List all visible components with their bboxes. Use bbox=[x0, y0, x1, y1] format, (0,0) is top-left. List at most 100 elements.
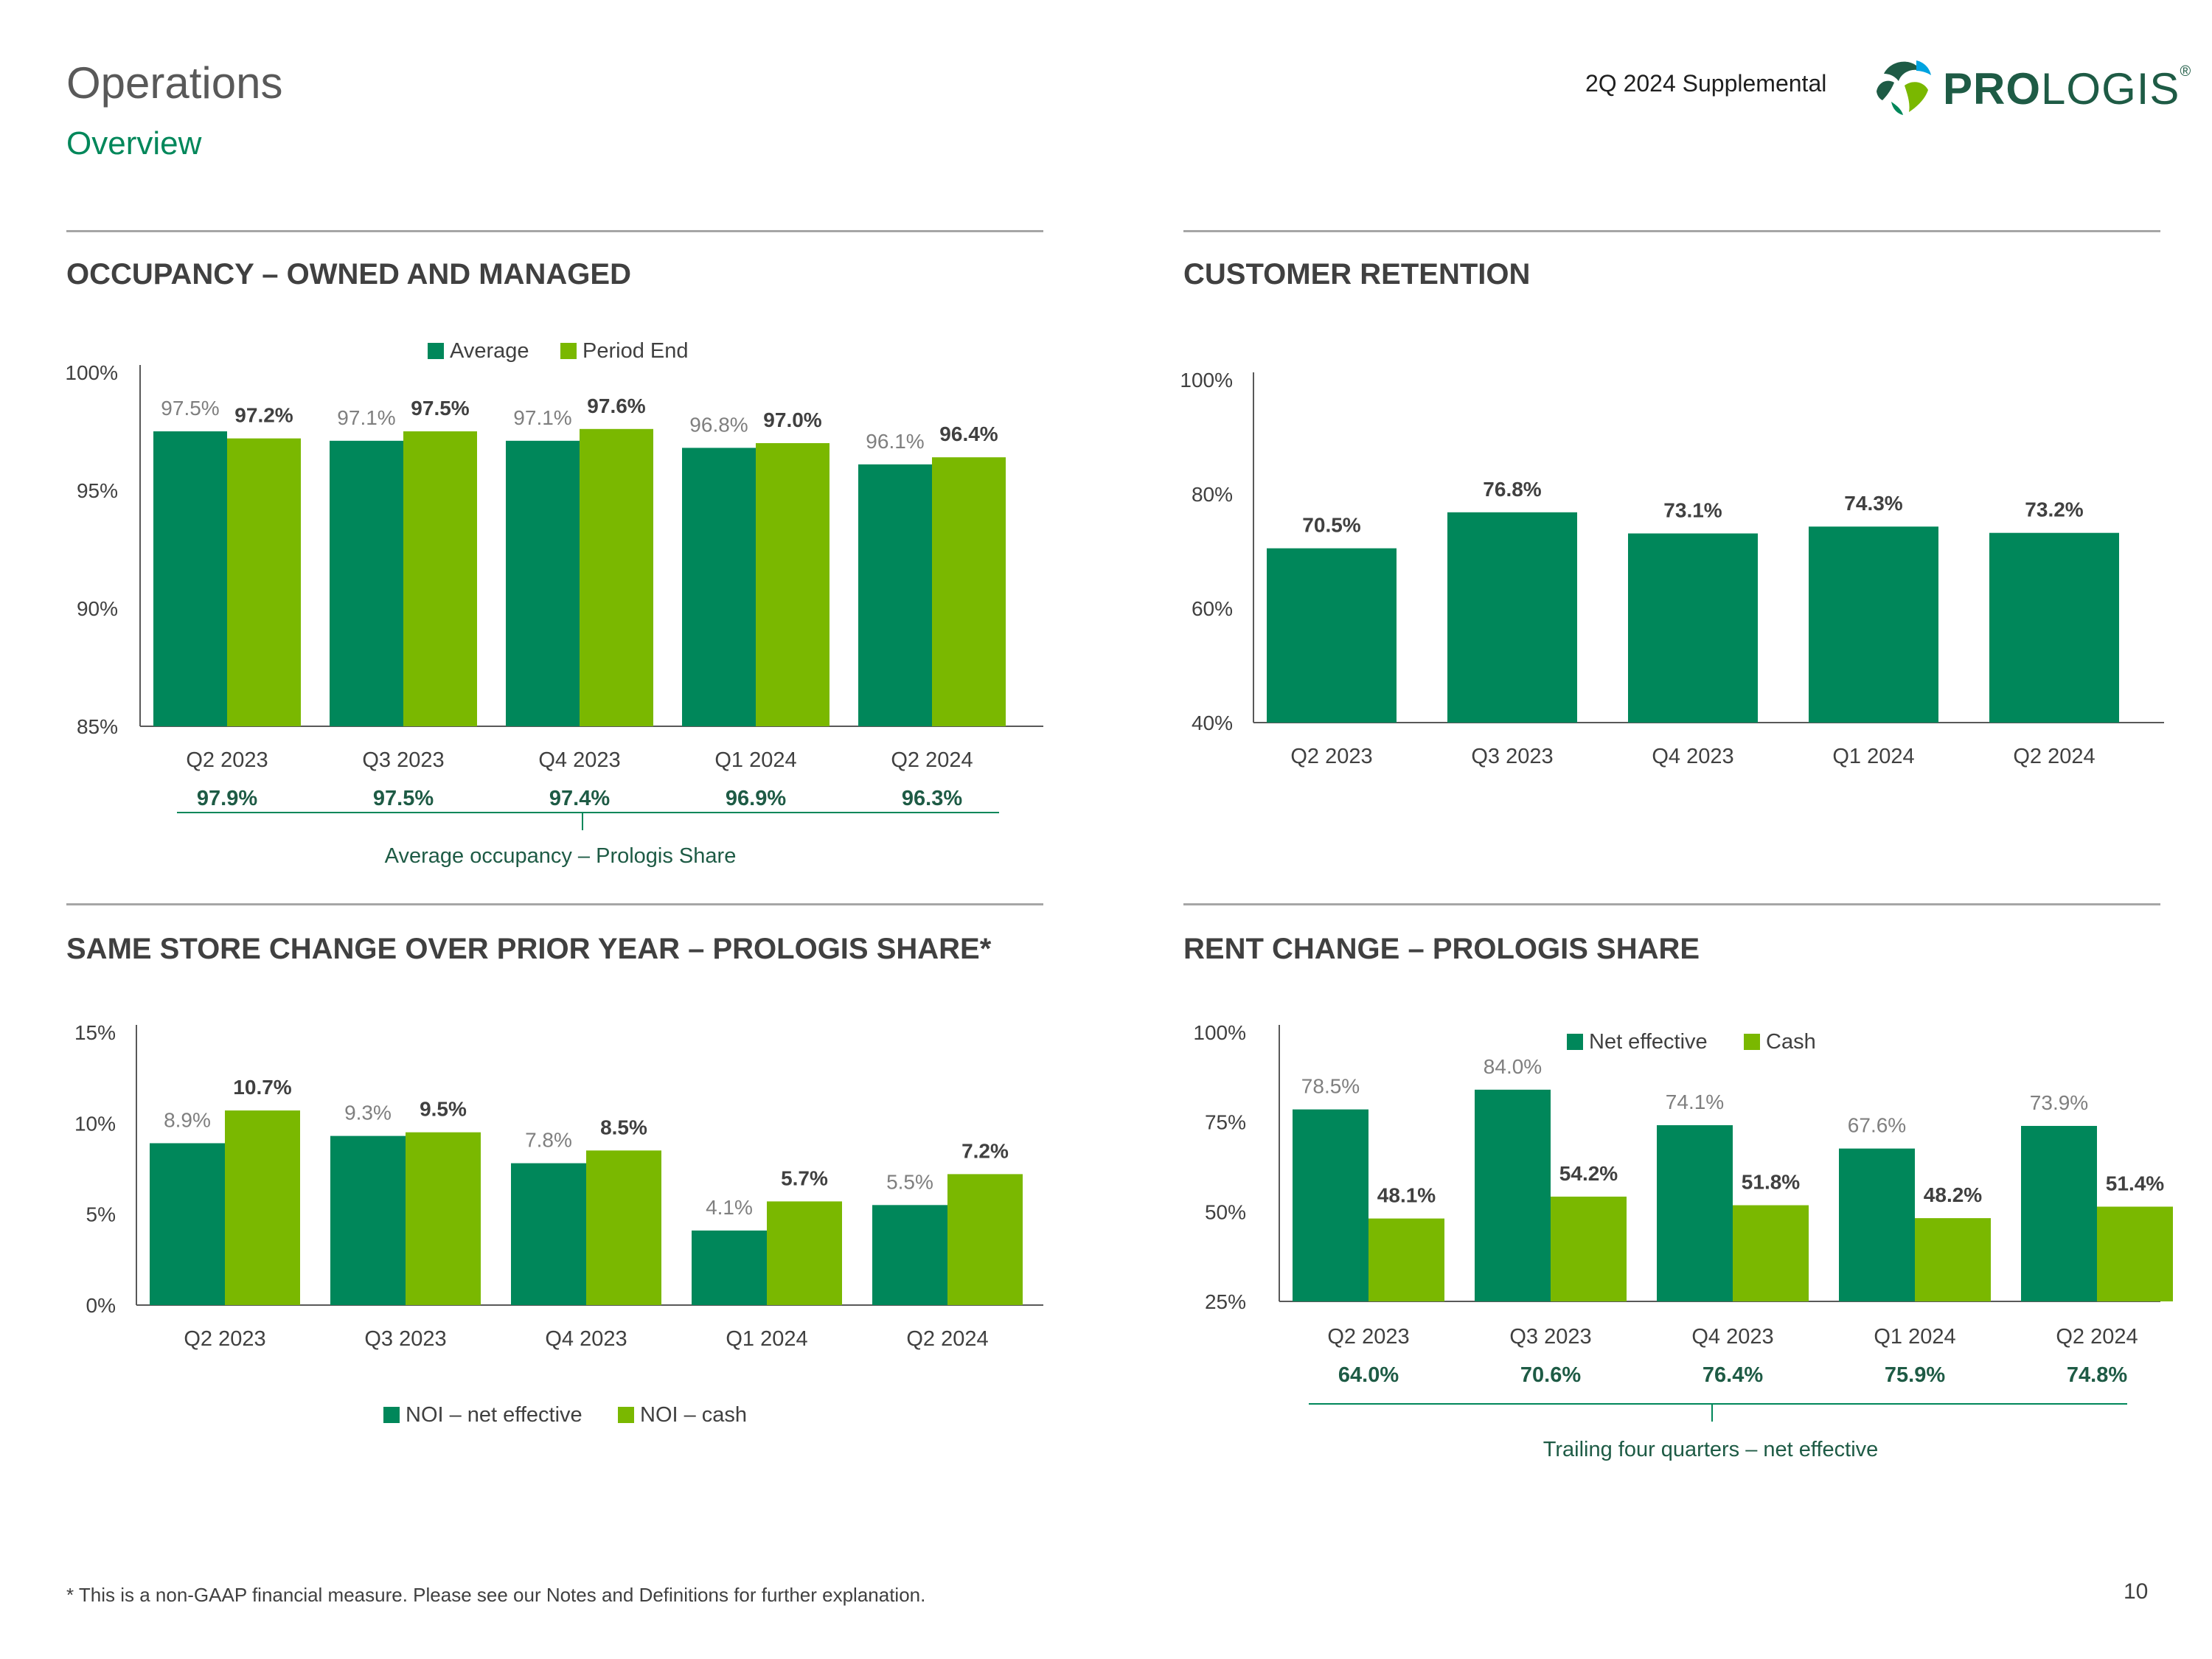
bar bbox=[1809, 526, 1938, 723]
share-value: 97.9% bbox=[197, 787, 257, 810]
y-tick-label: 5% bbox=[86, 1203, 116, 1226]
data-label: 73.1% bbox=[1663, 498, 1722, 521]
data-label: 9.3% bbox=[344, 1102, 392, 1124]
data-label: 5.5% bbox=[886, 1170, 933, 1193]
share-value: 64.0% bbox=[1338, 1363, 1399, 1387]
data-label: 67.6% bbox=[1848, 1114, 1906, 1137]
share-value: 70.6% bbox=[1520, 1363, 1581, 1387]
share-value: 97.5% bbox=[373, 787, 434, 810]
data-label: 97.5% bbox=[411, 397, 469, 420]
legend-swatch bbox=[383, 1407, 400, 1423]
share-value: 76.4% bbox=[1703, 1363, 1763, 1387]
bar bbox=[767, 1201, 842, 1305]
data-label: 74.3% bbox=[1844, 492, 1902, 515]
bar bbox=[872, 1205, 947, 1305]
data-label: 97.1% bbox=[513, 406, 571, 429]
bar bbox=[153, 431, 227, 726]
legend-label: NOI – net effective bbox=[406, 1403, 582, 1427]
bar bbox=[682, 448, 756, 726]
x-tick-label: Q3 2023 bbox=[1471, 745, 1553, 768]
y-tick-label: 75% bbox=[1205, 1111, 1246, 1134]
x-tick-label: Q3 2023 bbox=[362, 748, 444, 772]
x-tick-label: Q4 2023 bbox=[538, 748, 620, 772]
bar bbox=[403, 431, 477, 726]
bar bbox=[506, 441, 580, 726]
bar bbox=[1628, 533, 1758, 723]
x-tick-label: Q1 2024 bbox=[714, 748, 796, 772]
y-tick-label: 80% bbox=[1192, 483, 1233, 506]
y-tick-label: 0% bbox=[86, 1294, 116, 1317]
bar bbox=[692, 1231, 767, 1305]
data-label: 8.9% bbox=[164, 1108, 211, 1131]
share-value: 75.9% bbox=[1885, 1363, 1945, 1387]
bar bbox=[756, 443, 830, 726]
x-tick-label: Q4 2023 bbox=[545, 1327, 627, 1351]
bar bbox=[1447, 512, 1577, 723]
x-tick-label: Q1 2024 bbox=[1832, 745, 1914, 768]
bar bbox=[1989, 533, 2119, 723]
data-label: 97.6% bbox=[587, 394, 645, 417]
data-label: 97.5% bbox=[161, 397, 219, 420]
data-label: 10.7% bbox=[233, 1076, 291, 1099]
bar bbox=[1475, 1090, 1551, 1301]
legend-swatch bbox=[1744, 1034, 1760, 1050]
data-label: 4.1% bbox=[706, 1196, 753, 1219]
x-tick-label: Q4 2023 bbox=[1691, 1325, 1773, 1349]
samestore-chart: 0% 5% 10% 15% Q2 2023 8.9% 10.7% Q3 2023 9.3% 9.5… bbox=[74, 1021, 1043, 1427]
x-tick-label: Q3 2023 bbox=[364, 1327, 446, 1351]
x-tick-label: Q2 2024 bbox=[891, 748, 973, 772]
share-value: 97.4% bbox=[549, 787, 610, 810]
data-label: 78.5% bbox=[1301, 1075, 1360, 1098]
bar bbox=[1839, 1149, 1915, 1301]
bar bbox=[1915, 1218, 1991, 1301]
page-number: 10 bbox=[2124, 1579, 2148, 1604]
footnote: * This is a non-GAAP financial measure. … bbox=[66, 1584, 925, 1607]
x-tick-label: Q2 2023 bbox=[1327, 1325, 1409, 1349]
bar bbox=[2097, 1207, 2173, 1301]
data-label: 8.5% bbox=[600, 1116, 647, 1138]
bar bbox=[1657, 1125, 1733, 1301]
bar bbox=[1293, 1110, 1368, 1301]
legend-label: Period End bbox=[582, 339, 689, 363]
legend-swatch bbox=[1567, 1034, 1583, 1050]
y-tick-label: 90% bbox=[77, 597, 118, 620]
data-label: 54.2% bbox=[1559, 1162, 1618, 1185]
share-value: 96.9% bbox=[726, 787, 786, 810]
bar bbox=[330, 441, 403, 726]
data-label: 96.4% bbox=[939, 422, 998, 445]
data-label: 9.5% bbox=[420, 1098, 467, 1121]
rentchange-chart: 25% 50% 75% 100% Q2 2023 78.5% 48.1% Q3 2023 84.… bbox=[1193, 1021, 2173, 1461]
x-tick-label: Q1 2024 bbox=[726, 1327, 807, 1351]
data-label: 51.8% bbox=[1742, 1171, 1800, 1194]
bar bbox=[227, 439, 301, 726]
bar bbox=[225, 1110, 300, 1305]
legend-label: Net effective bbox=[1589, 1030, 1708, 1054]
bar bbox=[586, 1150, 661, 1305]
y-tick-label: 50% bbox=[1205, 1200, 1246, 1223]
data-label: 73.9% bbox=[2030, 1091, 2088, 1114]
bar bbox=[2021, 1126, 2097, 1301]
y-tick-label: 95% bbox=[77, 479, 118, 502]
bar bbox=[1733, 1206, 1809, 1301]
share-value: 74.8% bbox=[2067, 1363, 2127, 1387]
data-label: 76.8% bbox=[1483, 478, 1541, 501]
data-label: 48.2% bbox=[1924, 1183, 1982, 1206]
bar bbox=[858, 465, 932, 726]
x-tick-label: Q1 2024 bbox=[1874, 1325, 1955, 1349]
legend-swatch bbox=[428, 343, 444, 359]
bar bbox=[406, 1133, 481, 1305]
y-tick-label: 85% bbox=[77, 715, 118, 738]
charts-canvas: 85% 90% 95% 10 0% Q2 2023 97.5% 97.2% Q3 2023 97.… bbox=[0, 0, 2212, 1659]
bar bbox=[1551, 1197, 1627, 1301]
data-label: 7.2% bbox=[961, 1139, 1009, 1162]
y-tick-label: 60% bbox=[1192, 597, 1233, 620]
bar bbox=[1368, 1219, 1444, 1301]
data-label: 96.1% bbox=[866, 430, 924, 453]
share-label: Trailing four quarters – net effective bbox=[1543, 1438, 1879, 1461]
data-label: 97.0% bbox=[763, 408, 821, 431]
legend-label: Average bbox=[450, 339, 529, 363]
share-value: 96.3% bbox=[902, 787, 962, 810]
y-tick-label: 25% bbox=[1205, 1290, 1246, 1313]
data-label: 97.2% bbox=[234, 404, 293, 427]
bar bbox=[1267, 549, 1397, 723]
